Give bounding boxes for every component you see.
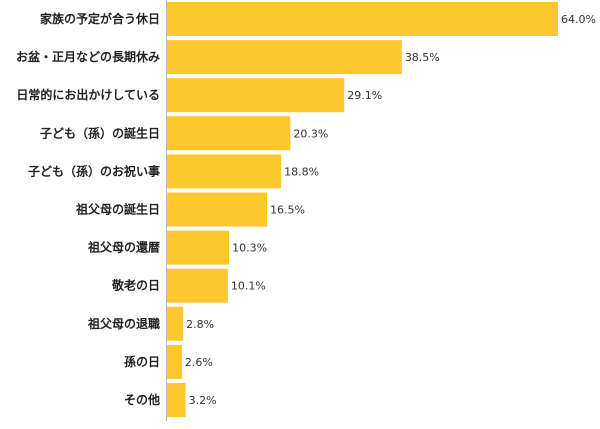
category-label: 祖父母の退職: [87, 316, 160, 331]
value-label: 38.5%: [405, 51, 440, 64]
value-label: 16.5%: [270, 204, 305, 217]
value-label: 2.6%: [185, 356, 213, 369]
value-label: 2.8%: [186, 318, 214, 331]
category-label: その他: [124, 392, 160, 407]
category-label: 敬老の日: [111, 278, 160, 293]
value-label: 18.8%: [284, 165, 319, 178]
category-label: 子ども（孫）の誕生日: [40, 125, 160, 140]
bars: [166, 2, 558, 417]
bar: [166, 268, 228, 303]
bar: [166, 40, 402, 75]
category-label: 家族の予定が合う休日: [40, 11, 160, 26]
category-label: 孫の日: [124, 354, 160, 369]
bar: [166, 116, 291, 151]
category-label: 祖父母の誕生日: [75, 202, 160, 217]
value-label: 29.1%: [347, 89, 382, 102]
value-label: 3.2%: [189, 394, 217, 407]
category-labels: 家族の予定が合う休日お盆・正月などの長期休み日常的にお出かけしている子ども（孫）…: [16, 11, 160, 407]
category-label: 祖父母の還暦: [87, 240, 160, 255]
value-label: 64.0%: [561, 13, 596, 26]
bar: [166, 78, 345, 113]
bar: [166, 306, 184, 341]
category-label: お盆・正月などの長期休み: [16, 49, 160, 64]
bar: [166, 230, 230, 265]
bar: [166, 192, 268, 227]
category-label: 子ども（孫）のお祝い事: [28, 163, 160, 178]
bar: [166, 154, 282, 189]
value-label: 10.3%: [232, 242, 267, 255]
bar: [166, 344, 182, 379]
bar: [166, 2, 558, 36]
value-labels: 64.0% 38.5% 29.1% 20.3% 18.8% 16.5% 10.3% 10.1%…: [185, 13, 596, 407]
value-label: 20.3%: [293, 127, 328, 140]
bar: [166, 383, 186, 417]
value-label: 10.1%: [231, 280, 266, 293]
category-label: 日常的にお出かけしている: [16, 87, 160, 102]
